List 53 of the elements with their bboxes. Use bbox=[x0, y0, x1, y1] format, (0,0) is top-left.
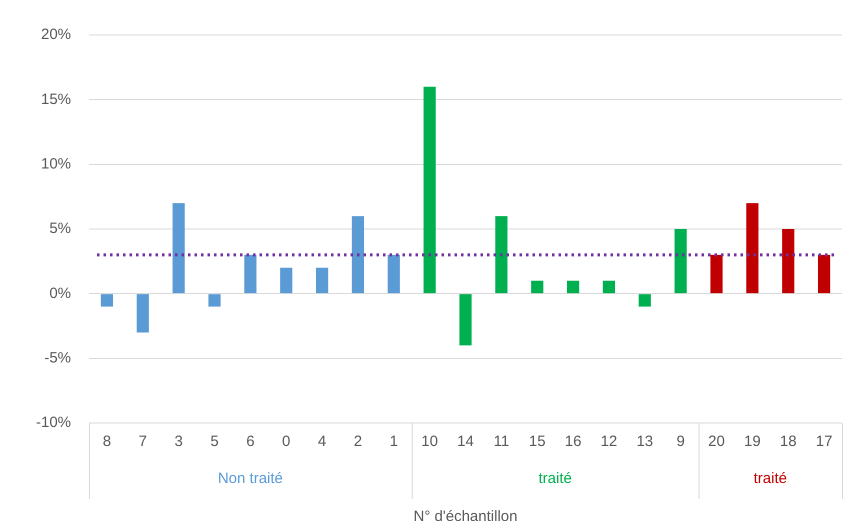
bar bbox=[172, 203, 185, 294]
x-tick-label: 0 bbox=[282, 433, 290, 450]
text: traité bbox=[538, 470, 572, 488]
x-axis-title: N° d'échantillon bbox=[414, 508, 518, 526]
bar bbox=[352, 216, 364, 294]
bar bbox=[782, 229, 794, 294]
bar bbox=[208, 294, 221, 307]
x-tick-label: 3 bbox=[174, 433, 183, 450]
text: traité bbox=[754, 470, 787, 488]
x-tick-label: 9 bbox=[676, 433, 685, 450]
x-tick-label: 11 bbox=[494, 433, 510, 450]
y-tick-label: 5% bbox=[49, 220, 72, 238]
bar bbox=[424, 86, 436, 294]
x-tick-label: 1 bbox=[390, 433, 398, 450]
x-tick-label: 18 bbox=[780, 433, 797, 450]
y-tick-label: 0% bbox=[49, 284, 72, 302]
y-tick-label: 15% bbox=[40, 90, 72, 108]
x-tick-label: 13 bbox=[636, 433, 654, 450]
y-tick-label: -5% bbox=[44, 349, 72, 366]
bar bbox=[388, 254, 400, 294]
x-tick-label: 14 bbox=[457, 433, 474, 450]
bar bbox=[495, 216, 508, 294]
y-tick-label: -10% bbox=[36, 414, 72, 432]
bar bbox=[100, 294, 114, 307]
text: Non traité bbox=[218, 470, 283, 488]
x-tick-label: 6 bbox=[246, 433, 255, 450]
x-tick-label: 2 bbox=[354, 433, 362, 450]
bar bbox=[674, 229, 687, 294]
x-tick-label: 5 bbox=[210, 433, 219, 450]
bar bbox=[602, 280, 616, 294]
bar bbox=[638, 294, 651, 307]
bar bbox=[136, 294, 149, 332]
x-tick-label: 17 bbox=[816, 433, 832, 450]
y-tick-label: 10% bbox=[40, 155, 72, 172]
bar bbox=[531, 280, 544, 294]
x-tick-label: 7 bbox=[138, 433, 147, 450]
x-tick-label: 16 bbox=[564, 433, 582, 450]
bar bbox=[316, 268, 328, 294]
x-tick-label: 10 bbox=[421, 433, 438, 450]
bar bbox=[710, 254, 723, 294]
x-tick-label: 4 bbox=[318, 433, 326, 450]
x-tick-label: 19 bbox=[744, 433, 761, 450]
bar bbox=[746, 203, 758, 294]
x-tick-label: 8 bbox=[102, 433, 112, 450]
bar bbox=[818, 254, 830, 294]
bar bbox=[280, 268, 292, 294]
x-tick-label: 20 bbox=[708, 433, 725, 450]
bar bbox=[244, 254, 256, 294]
bar bbox=[459, 294, 472, 346]
x-tick-label: 15 bbox=[528, 433, 546, 450]
bar bbox=[566, 280, 580, 294]
y-tick-label: 20% bbox=[40, 26, 72, 44]
x-tick-label: 12 bbox=[600, 433, 618, 450]
